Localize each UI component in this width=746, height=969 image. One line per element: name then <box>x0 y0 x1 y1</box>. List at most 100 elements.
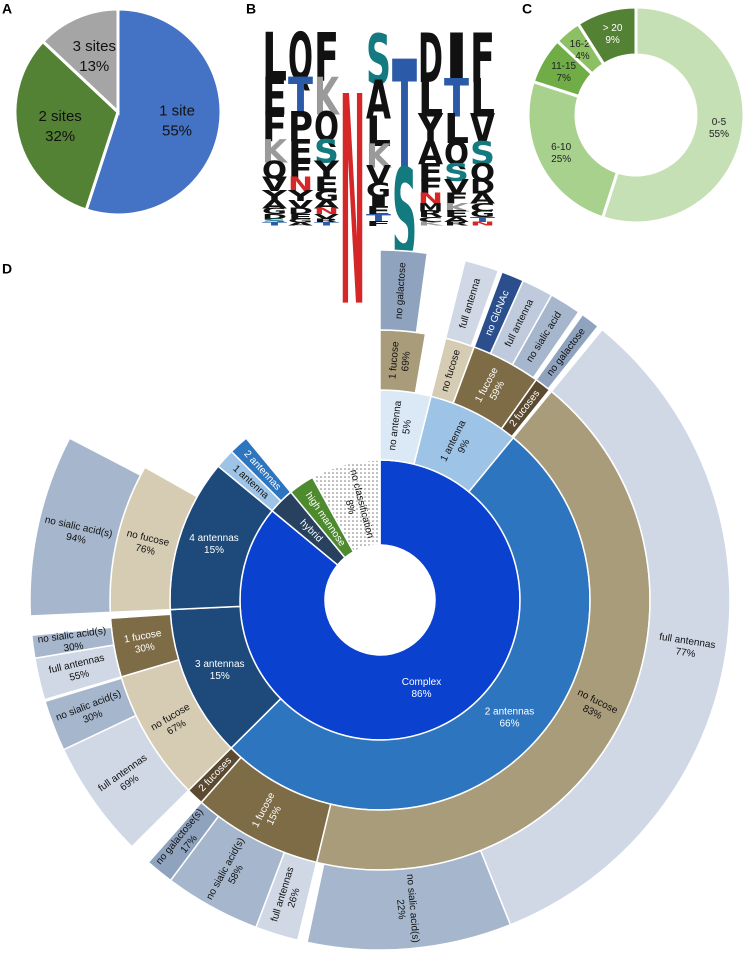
logo-letter: D <box>262 212 287 221</box>
segment-value: 22% <box>394 899 407 920</box>
logo-letter: T <box>262 222 287 228</box>
logo-letter: G <box>288 218 315 224</box>
sunburst-segment <box>379 249 429 334</box>
segment-label: 3 antennas <box>195 659 245 670</box>
logo-letter: P <box>288 103 313 151</box>
sunburst-segment <box>30 626 115 660</box>
pie-slice <box>13 39 120 212</box>
donut-slice <box>576 5 638 67</box>
segment-label: no galactose <box>394 262 409 320</box>
pie-slice <box>40 7 120 116</box>
logo-letter: E <box>444 209 469 220</box>
logo-letter: Y <box>417 105 444 153</box>
logo-letter: C <box>470 200 495 214</box>
panel-label: D <box>2 261 12 277</box>
panel-label: A <box>2 1 12 17</box>
logo-letter: I <box>444 19 469 98</box>
logo-letter: A <box>418 134 443 172</box>
sunburst-segment <box>29 437 142 617</box>
logo-letter: V <box>470 105 495 153</box>
logo-letter: V <box>314 212 341 221</box>
logo-letter: G <box>366 179 391 202</box>
logo-letter: T <box>314 222 339 228</box>
logo-letter: K <box>262 134 289 170</box>
segment-value: 86% <box>412 689 432 700</box>
segment-value: 30% <box>134 641 156 655</box>
segment-label: Complex <box>402 677 441 688</box>
logo-letter: V <box>444 176 470 199</box>
logo-letter: V <box>366 161 391 191</box>
slice-label: 16-20 <box>570 39 596 50</box>
logo-letter: Y <box>260 187 290 205</box>
logo-letter: L <box>262 19 287 97</box>
logo-letter: Q <box>262 155 287 184</box>
logo-letter: F <box>366 219 391 228</box>
slice-label: 1 site <box>159 102 195 119</box>
logo-letter: E <box>288 212 314 221</box>
slice-value: 9% <box>605 35 620 46</box>
logo-letter: E <box>314 173 339 196</box>
segment-value: 55% <box>68 668 90 683</box>
logo-letter: A <box>262 197 287 211</box>
logo-letter: S <box>366 20 391 100</box>
slice-label: 0-5 <box>712 117 727 128</box>
logo-letter: F <box>288 155 313 184</box>
logo-letter: T <box>366 213 393 224</box>
logo-letter: N <box>470 222 496 228</box>
logo-letter: V <box>288 197 313 211</box>
segment-value: 76% <box>134 543 156 558</box>
segment-value: 69% <box>400 351 413 372</box>
logo-letter: N <box>288 173 313 196</box>
logo-letter: L <box>470 69 495 130</box>
logo-letter: A <box>288 222 318 228</box>
logo-letter: Y <box>313 155 341 184</box>
logo-letter: E <box>418 158 443 187</box>
logo-letter: Q <box>288 19 313 97</box>
logo-letter: G <box>470 209 495 220</box>
logo-letter: A <box>470 190 495 208</box>
slice-label: 11-15 <box>551 61 576 72</box>
donut-slice <box>526 79 620 220</box>
segment-label: 1 fucose <box>387 341 401 380</box>
segment-value: 77% <box>675 646 697 660</box>
logo-letter: R <box>418 209 443 220</box>
segment-value: 8% <box>343 499 357 516</box>
segment-label: 2 antennas <box>485 706 535 717</box>
slice-value: 32% <box>45 128 75 145</box>
logo-letter: C <box>418 215 443 224</box>
logo-letter: S <box>314 134 339 170</box>
logo-letter: K <box>444 200 471 214</box>
logo-letter: R <box>314 218 343 224</box>
logo-letter: A <box>366 68 391 131</box>
logo-letter: D <box>288 207 314 217</box>
logo-letter: A <box>314 197 339 211</box>
logo-letter: E <box>366 204 391 218</box>
logo-letter: F <box>262 103 287 151</box>
logo-letter: Q <box>314 103 339 151</box>
sunburst-segment <box>479 328 731 926</box>
segment-value: 5% <box>401 419 414 435</box>
logo-letter: N <box>418 190 443 208</box>
logo-letter: S <box>444 158 469 187</box>
panel-label: C <box>522 1 532 17</box>
logo-letter: N <box>314 207 339 217</box>
logo-letter: Y <box>286 187 316 205</box>
donut-slice <box>600 5 746 225</box>
logo-letter: V <box>262 173 287 196</box>
sunburst-segment <box>44 677 137 751</box>
logo-letter: T <box>392 27 417 215</box>
sunburst-segment <box>311 459 381 553</box>
logo-letter: K <box>366 137 393 175</box>
segment-value: 66% <box>499 718 519 729</box>
logo-letter: F <box>418 176 443 199</box>
sunburst-segment <box>535 313 600 390</box>
logo-letter: E <box>262 68 287 128</box>
segment-value: 30% <box>63 641 84 655</box>
logo-letter: K <box>418 222 447 228</box>
logo-letter: G <box>262 207 287 217</box>
logo-letter: T <box>444 69 469 130</box>
logo-letter: T <box>288 68 313 128</box>
logo-letter: Q <box>470 158 495 187</box>
logo-letter: Q <box>444 134 469 172</box>
